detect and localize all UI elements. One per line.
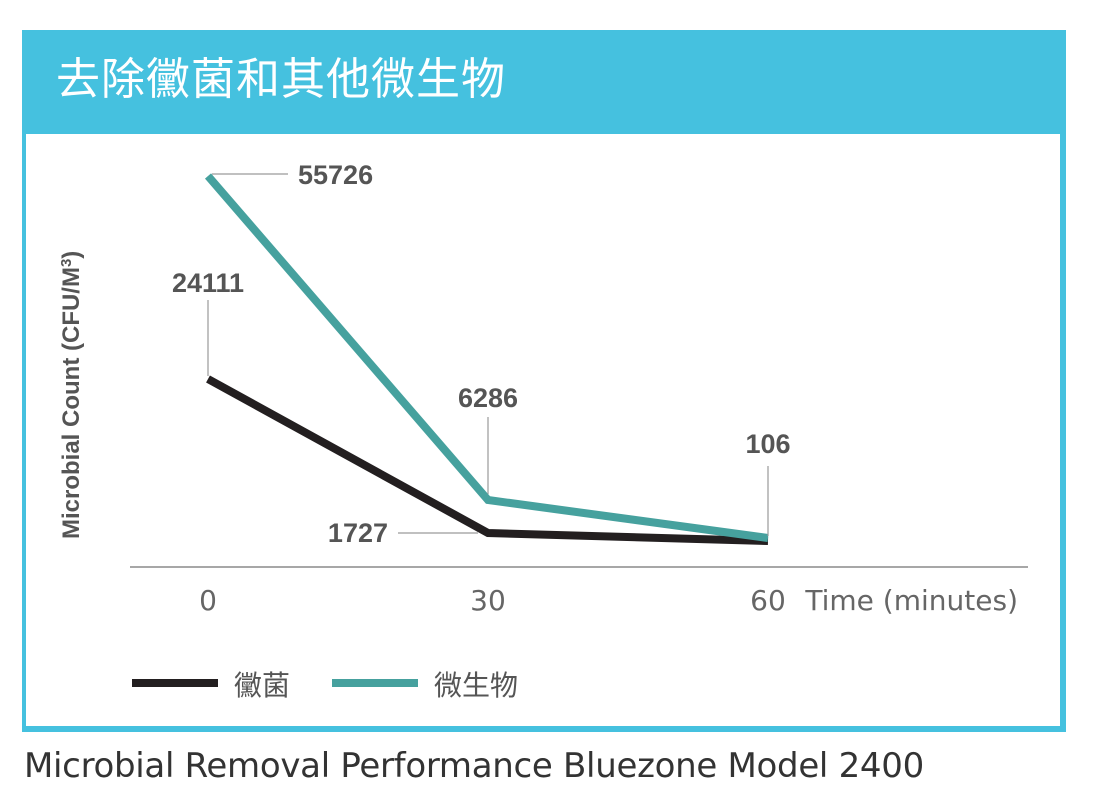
series-line-microbe (204, 173, 769, 542)
chart-panel: 0 30 60 Time (minutes) Microbial Count (CFU/… (26, 134, 1060, 726)
legend-swatch-mold (132, 679, 218, 687)
data-label: 1727 (328, 518, 388, 548)
x-tick-label: 60 (750, 584, 786, 617)
legend-label-mold: 黴菌 (234, 669, 290, 702)
data-label: 6286 (458, 383, 518, 413)
data-label: 55726 (298, 160, 373, 190)
data-label: 106 (745, 429, 790, 459)
figure-caption: Microbial Removal Performance Bluezone M… (24, 746, 924, 786)
legend-label-microbe: 微生物 (434, 669, 518, 702)
x-tick-label: 30 (470, 584, 506, 617)
legend-swatch-microbe (332, 679, 418, 687)
line-chart: 0 30 60 Time (minutes) Microbial Count (CFU/… (58, 160, 1028, 702)
y-axis-title: Microbial Count (CFU/M3) (58, 251, 86, 539)
chart-title: 去除黴菌和其他微生物 (56, 54, 506, 105)
series-line-mold (206, 375, 769, 545)
x-tick-label: 0 (199, 584, 217, 617)
data-label: 24111 (172, 268, 244, 298)
chart-frame: 去除黴菌和其他微生物 0 30 60 Time (minutes) Microbial … (22, 30, 1066, 732)
x-axis-title: Time (minutes) (804, 584, 1018, 617)
